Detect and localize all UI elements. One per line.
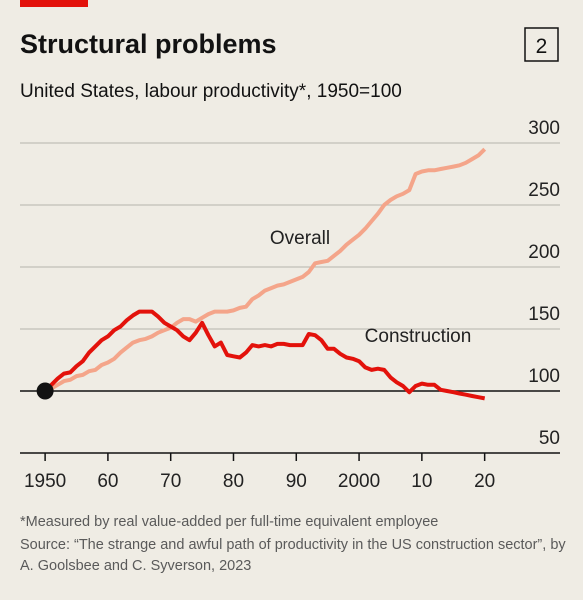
badge: 2 <box>536 35 548 58</box>
chart-title: Structural problems <box>20 29 277 59</box>
x-tick-label: 70 <box>160 471 181 492</box>
series-line <box>44 147 487 393</box>
footnote: *Measured by real value-added per full-t… <box>20 514 439 530</box>
y-tick-label: 100 <box>528 366 560 387</box>
y-tick-label: 150 <box>528 304 560 325</box>
chart-subtitle: United States, labour productivity*, 195… <box>20 81 402 102</box>
y-tick-label: 300 <box>528 118 560 139</box>
x-tick-label: 90 <box>286 471 307 492</box>
x-tick-label: 80 <box>223 471 244 492</box>
badge-box <box>524 27 559 62</box>
source: Source: “The strange and awful path of p… <box>20 537 566 574</box>
series-line <box>43 309 486 401</box>
x-tick-label: 20 <box>474 471 495 492</box>
x-tick-label: 2000 <box>338 471 380 492</box>
brand-tag <box>20 0 88 7</box>
x-tick-label: 1950 <box>24 471 66 492</box>
chart: Structural problems 2 United States, lab… <box>20 0 560 492</box>
x-tick-label: 60 <box>97 471 118 492</box>
series-label: Overall <box>270 228 330 249</box>
y-tick-label: 200 <box>528 242 560 263</box>
y-tick-label: 250 <box>528 180 560 201</box>
x-tick-label: 10 <box>411 471 432 492</box>
start-point <box>36 382 54 400</box>
y-tick-label: 50 <box>539 428 560 449</box>
series-label: Construction <box>365 326 472 347</box>
